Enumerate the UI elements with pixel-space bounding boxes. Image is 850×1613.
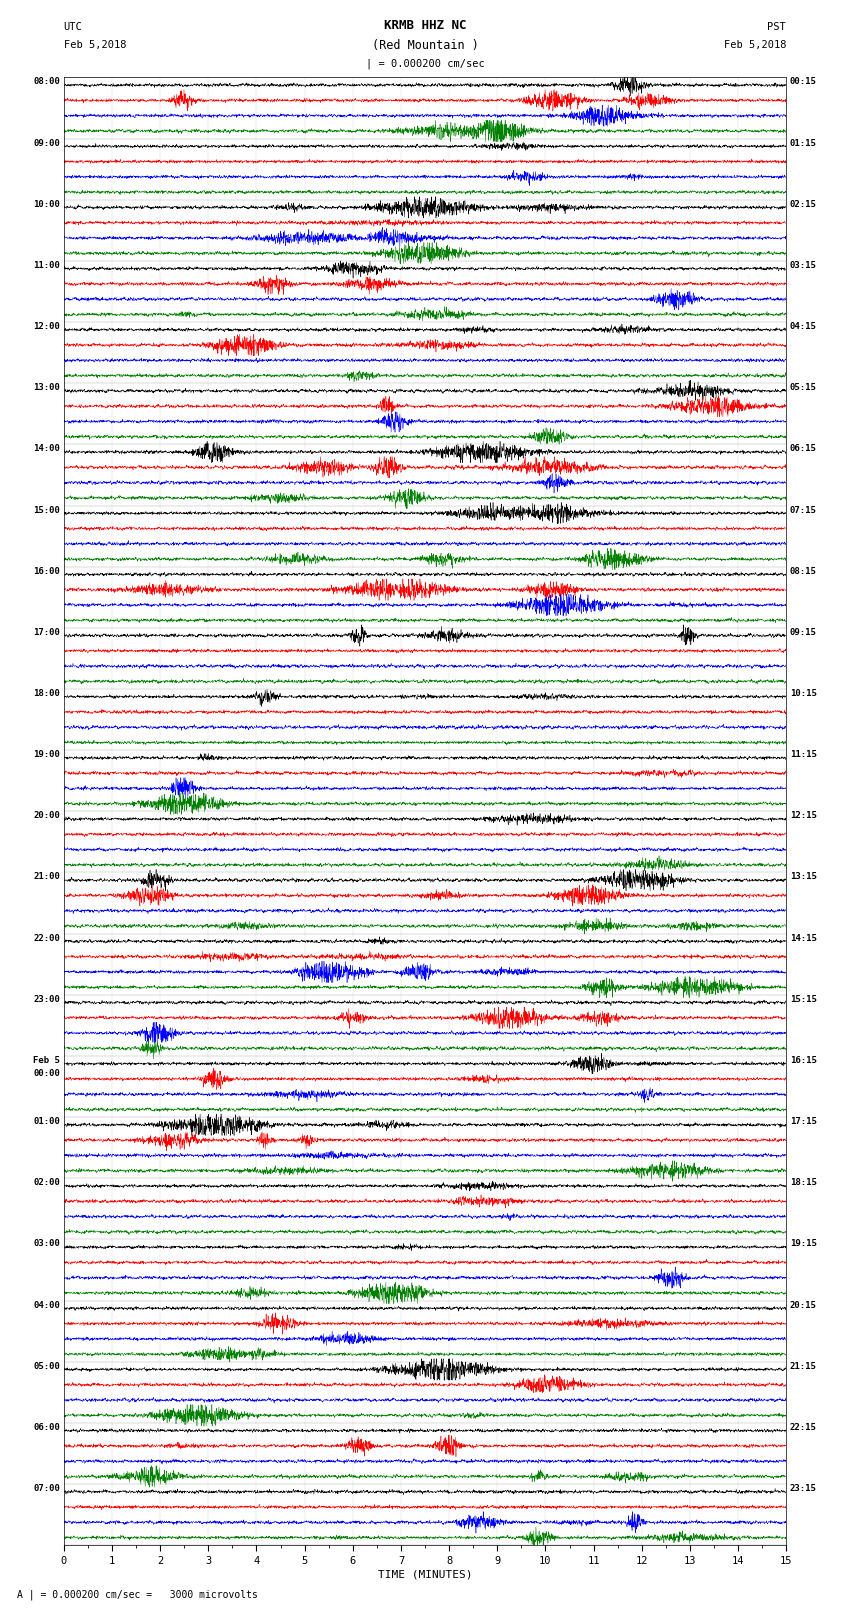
Text: 04:00: 04:00: [33, 1300, 60, 1310]
Text: 15:00: 15:00: [33, 505, 60, 515]
Text: 13:00: 13:00: [33, 384, 60, 392]
Text: 21:15: 21:15: [790, 1361, 817, 1371]
Text: 12:15: 12:15: [790, 811, 817, 821]
Text: 07:15: 07:15: [790, 505, 817, 515]
Text: 20:15: 20:15: [790, 1300, 817, 1310]
Text: PST: PST: [768, 23, 786, 32]
Text: 05:00: 05:00: [33, 1361, 60, 1371]
Text: 10:00: 10:00: [33, 200, 60, 208]
Text: 09:15: 09:15: [790, 627, 817, 637]
Text: 19:15: 19:15: [790, 1239, 817, 1248]
Text: 17:15: 17:15: [790, 1118, 817, 1126]
Text: 15:15: 15:15: [790, 995, 817, 1003]
Text: 03:15: 03:15: [790, 261, 817, 269]
Text: 23:15: 23:15: [790, 1484, 817, 1494]
Text: 01:00: 01:00: [33, 1118, 60, 1126]
Text: (Red Mountain ): (Red Mountain ): [371, 39, 479, 52]
Text: 07:00: 07:00: [33, 1484, 60, 1494]
Text: 16:00: 16:00: [33, 566, 60, 576]
Text: A | = 0.000200 cm/sec =   3000 microvolts: A | = 0.000200 cm/sec = 3000 microvolts: [17, 1589, 258, 1600]
Text: 13:15: 13:15: [790, 873, 817, 881]
Text: 00:15: 00:15: [790, 77, 817, 87]
Text: | = 0.000200 cm/sec: | = 0.000200 cm/sec: [366, 58, 484, 69]
Text: 11:15: 11:15: [790, 750, 817, 760]
Text: 02:00: 02:00: [33, 1177, 60, 1187]
Text: 10:15: 10:15: [790, 689, 817, 698]
Text: 21:00: 21:00: [33, 873, 60, 881]
Text: 23:00: 23:00: [33, 995, 60, 1003]
Text: UTC: UTC: [64, 23, 82, 32]
Text: 01:15: 01:15: [790, 139, 817, 147]
Text: 12:00: 12:00: [33, 323, 60, 331]
Text: 06:15: 06:15: [790, 445, 817, 453]
Text: 17:00: 17:00: [33, 627, 60, 637]
Text: 22:15: 22:15: [790, 1423, 817, 1432]
Text: 20:00: 20:00: [33, 811, 60, 821]
Text: 18:00: 18:00: [33, 689, 60, 698]
Text: Feb 5,2018: Feb 5,2018: [64, 40, 127, 50]
Text: 00:00: 00:00: [33, 1069, 60, 1077]
Text: KRMB HHZ NC: KRMB HHZ NC: [383, 19, 467, 32]
Text: 03:00: 03:00: [33, 1239, 60, 1248]
Text: 14:00: 14:00: [33, 445, 60, 453]
Text: 06:00: 06:00: [33, 1423, 60, 1432]
Text: 19:00: 19:00: [33, 750, 60, 760]
Text: Feb 5: Feb 5: [33, 1057, 60, 1065]
Text: 08:15: 08:15: [790, 566, 817, 576]
Text: 08:00: 08:00: [33, 77, 60, 87]
Text: 16:15: 16:15: [790, 1057, 817, 1065]
Text: 09:00: 09:00: [33, 139, 60, 147]
Text: 04:15: 04:15: [790, 323, 817, 331]
Text: 02:15: 02:15: [790, 200, 817, 208]
Text: 11:00: 11:00: [33, 261, 60, 269]
Text: 22:00: 22:00: [33, 934, 60, 942]
Text: Feb 5,2018: Feb 5,2018: [723, 40, 786, 50]
Text: 05:15: 05:15: [790, 384, 817, 392]
Text: 18:15: 18:15: [790, 1177, 817, 1187]
Text: 14:15: 14:15: [790, 934, 817, 942]
X-axis label: TIME (MINUTES): TIME (MINUTES): [377, 1569, 473, 1579]
